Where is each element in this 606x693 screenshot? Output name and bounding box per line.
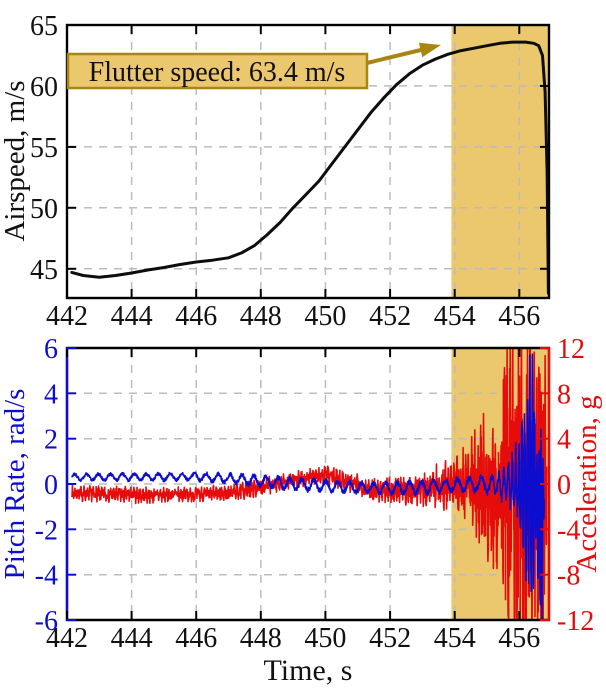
- y-tick-label: 55: [30, 133, 58, 164]
- x-tick-label: 446: [175, 301, 217, 332]
- x-tick-label: 448: [240, 301, 282, 332]
- x-tick-label: 450: [304, 623, 346, 654]
- y-tick-label: 45: [30, 255, 58, 286]
- y-tick-label-left: 0: [44, 470, 58, 501]
- y-tick-label-left: -6: [35, 606, 58, 637]
- airspeed-axis-label: Airspeed, m/s: [0, 80, 31, 241]
- x-tick-label: 454: [434, 623, 476, 654]
- annotation-arrow-line: [366, 46, 428, 65]
- y-tick-label-right: -4: [557, 515, 580, 546]
- x-tick-label: 456: [498, 623, 540, 654]
- y-tick-label: 60: [30, 72, 58, 103]
- y-tick-label-left: 4: [44, 379, 58, 410]
- x-tick-label: 452: [369, 623, 411, 654]
- y-tick-label-left: 2: [44, 425, 58, 456]
- tick-labels-top: 442 444 446 448 450 452 454 456 45 50 55 60 65: [30, 11, 540, 332]
- annotation-text: Flutter speed: 63.4 m/s: [89, 57, 346, 88]
- airspeed-series: [70, 40, 550, 295]
- x-tick-label: 444: [111, 623, 153, 654]
- y-tick-label-right: 8: [557, 379, 571, 410]
- grid-lines-bottom: [69, 350, 547, 618]
- pitch-rate-curve: [71, 353, 546, 621]
- x-tick-label: 454: [434, 301, 476, 332]
- signal-series: [71, 347, 548, 621]
- flutter-region-rect: [451, 25, 549, 298]
- acceleration-axis-label: Acceleration, g: [571, 395, 603, 572]
- y-tick-label-right: 0: [557, 470, 571, 501]
- plot-border: [65, 23, 551, 300]
- flutter-annotation: Flutter speed: 63.4 m/s: [66, 42, 441, 90]
- x-tick-label: 452: [369, 301, 411, 332]
- pitch-rate-axis-label: Pitch Rate, rad/s: [0, 389, 31, 580]
- y-tick-label-right: -8: [557, 561, 580, 592]
- time-axis-label: Time, s: [264, 654, 353, 687]
- y-tick-label-right: 4: [557, 425, 571, 456]
- airspeed-curve: [70, 40, 550, 295]
- x-tick-label: 446: [175, 623, 217, 654]
- x-tick-label: 444: [111, 301, 153, 332]
- flutter-region-top: [451, 25, 549, 298]
- y-tick-label-right: -12: [557, 606, 594, 637]
- y-tick-label-left: -2: [35, 515, 58, 546]
- axes-bottom: [65, 346, 551, 622]
- y-tick-label-left: 6: [44, 334, 58, 365]
- y-tick-label-left: -4: [35, 561, 58, 592]
- annotation-arrow-head: [418, 42, 441, 58]
- x-tick-label: 456: [498, 301, 540, 332]
- annotation-box: [66, 52, 369, 90]
- x-tick-label: 442: [46, 301, 88, 332]
- axes-top: [65, 23, 551, 300]
- x-tick-label: 448: [240, 623, 282, 654]
- x-tick-label: 450: [304, 301, 346, 332]
- y-tick-label-right: 12: [557, 334, 585, 365]
- y-tick-label: 65: [30, 11, 58, 42]
- tick-labels-bottom: 442 444 446 448 450 452 454 456 6 4 2 0 -2 -4 -6 12 8 4 0 -…: [35, 334, 595, 654]
- y-tick-label: 50: [30, 194, 58, 225]
- x-tick-label: 442: [46, 623, 88, 654]
- acceleration-curve: [71, 347, 548, 621]
